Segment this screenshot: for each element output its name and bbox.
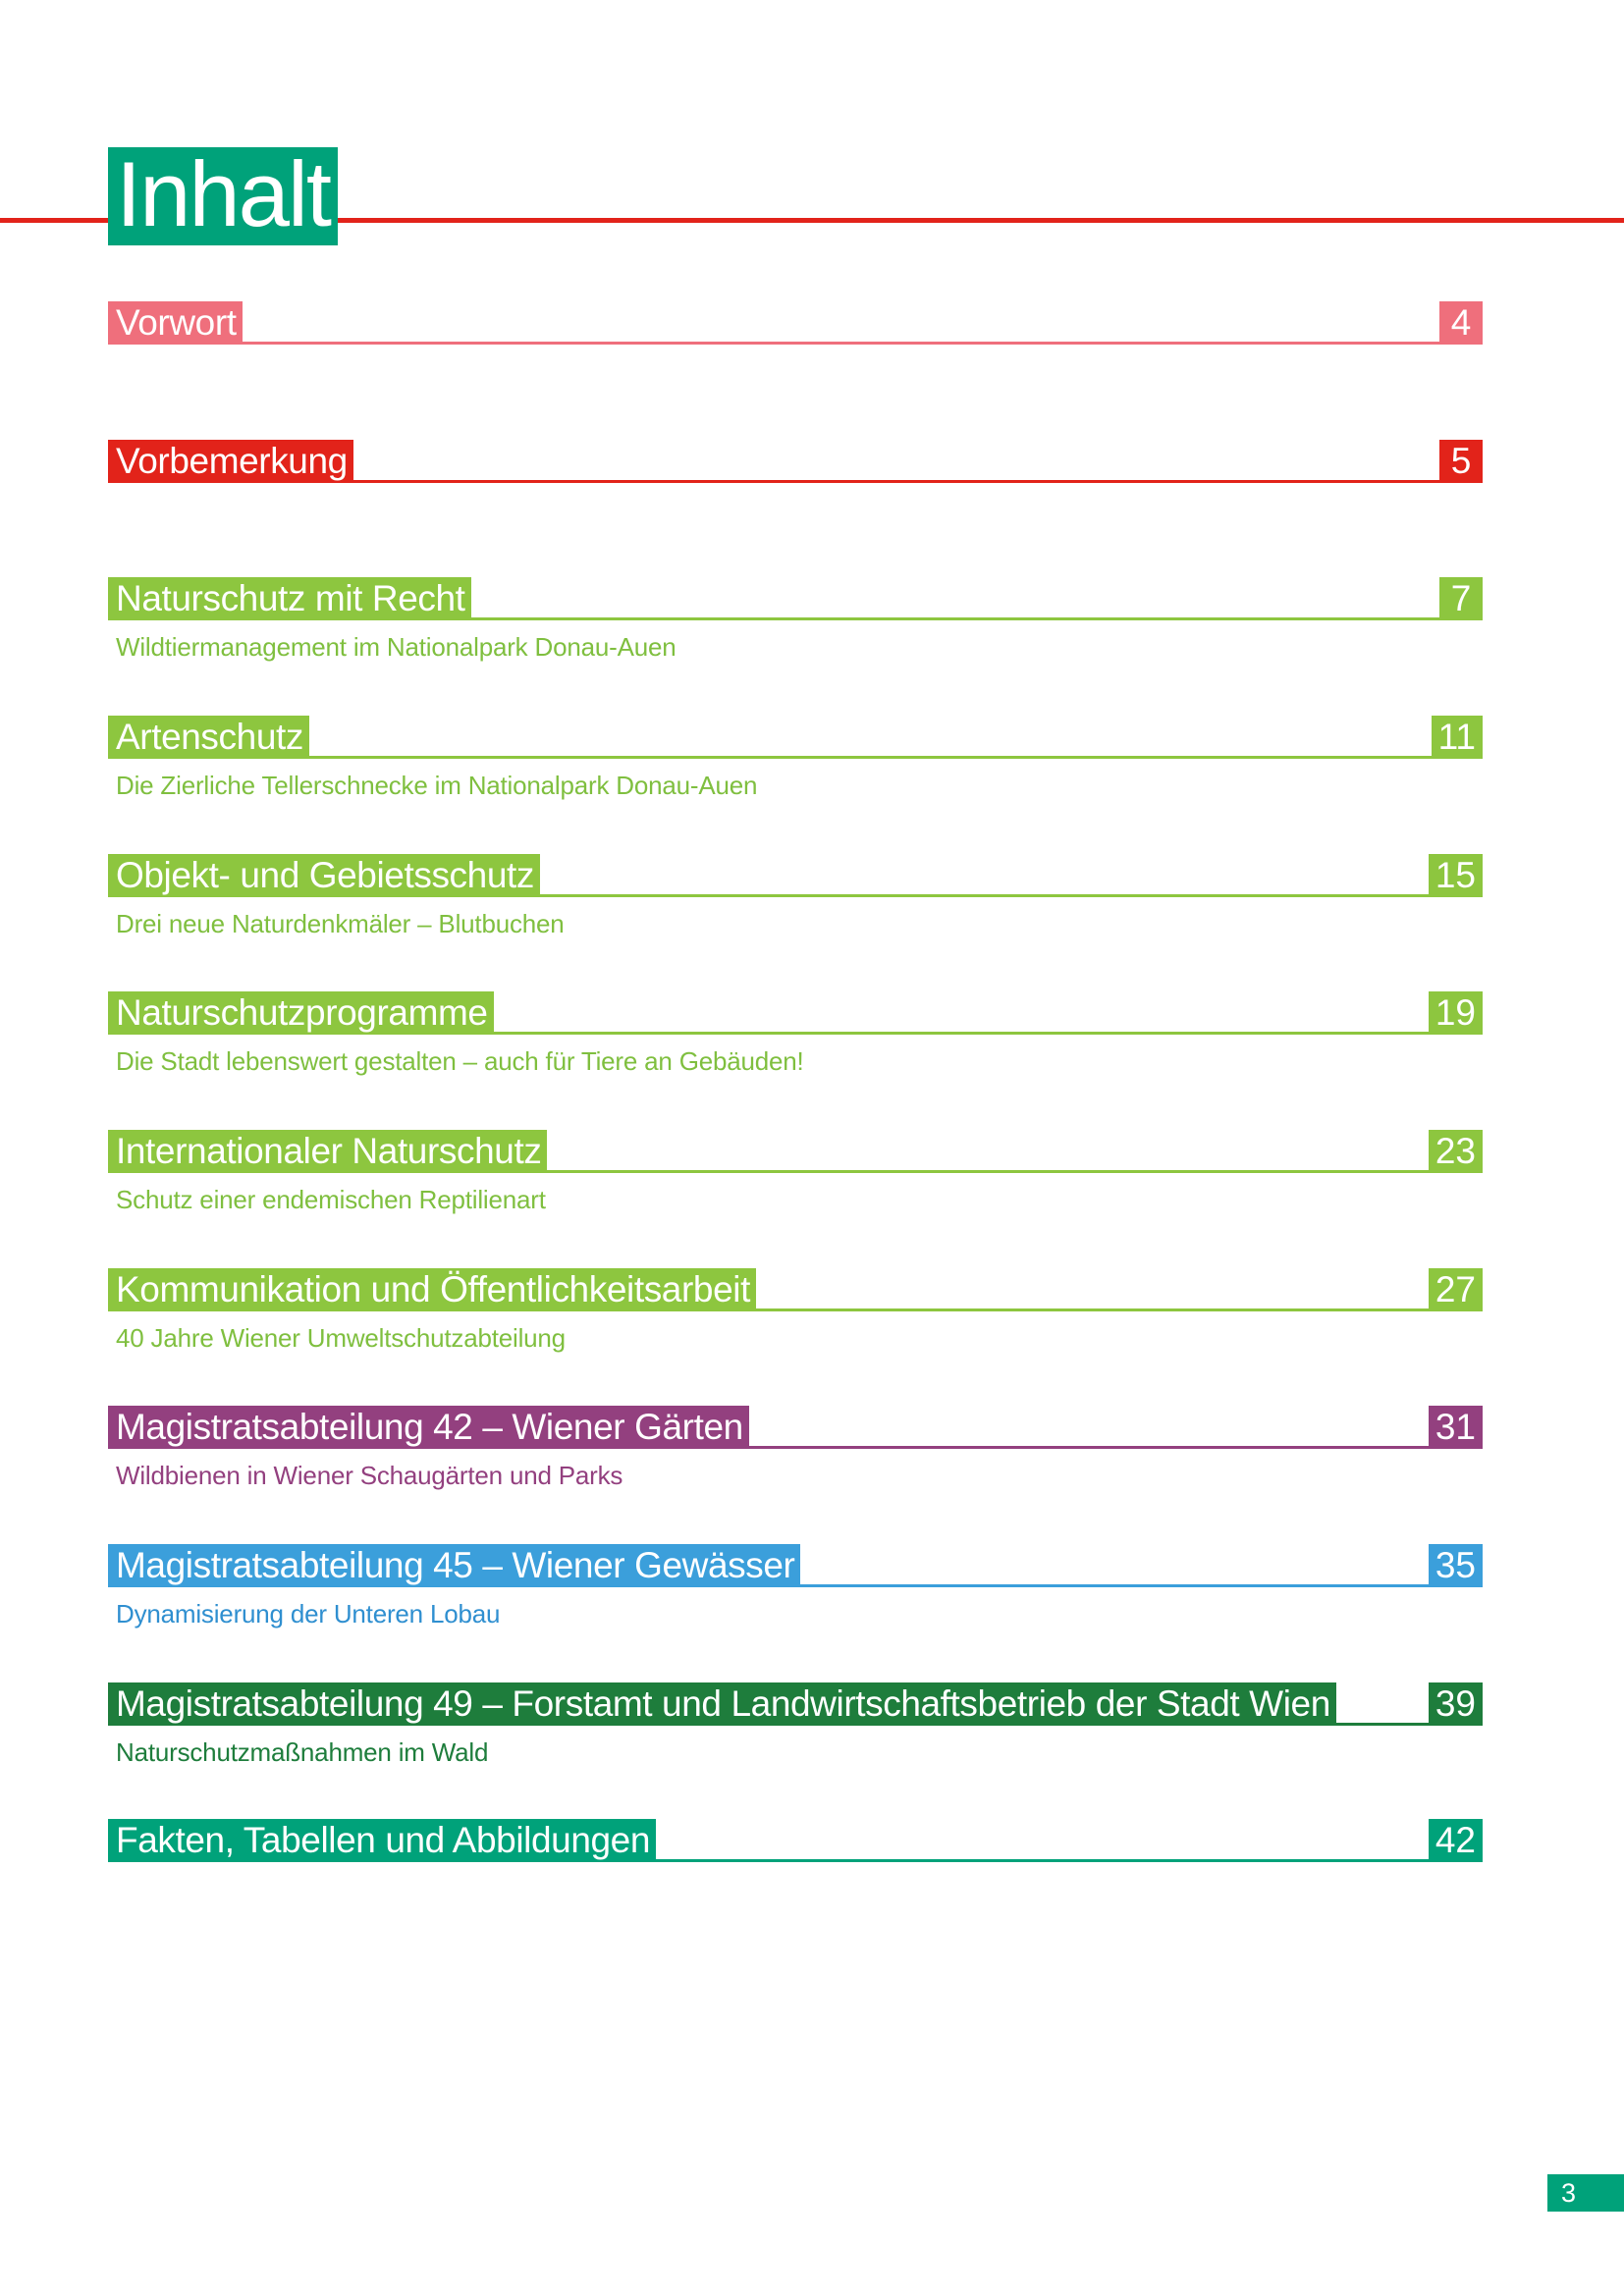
toc-entry-page[interactable]: 31	[1428, 1406, 1483, 1449]
toc-entry[interactable]: Magistratsabteilung 45 – Wiener Gewässer…	[108, 1544, 1483, 1662]
toc-entry-subtitle: Wildbienen in Wiener Schaugärten und Par…	[116, 1461, 623, 1490]
toc-entry-subtitle: 40 Jahre Wiener Umweltschutzabteilung	[116, 1323, 566, 1353]
toc-entry-page[interactable]: 7	[1439, 577, 1483, 620]
toc-entry-label[interactable]: Internationaler Naturschutz	[108, 1130, 548, 1173]
toc-entry-page[interactable]: 4	[1439, 301, 1483, 345]
toc-entry[interactable]: Objekt- und Gebietsschutz 15 Drei neue Nat…	[108, 854, 1483, 972]
toc-entry-rule	[108, 1170, 1483, 1173]
toc-entry-page[interactable]: 39	[1428, 1682, 1483, 1726]
toc-entry-rule	[108, 1032, 1483, 1035]
toc-entry-label[interactable]: Naturschutz mit Recht	[108, 577, 471, 620]
toc-entry[interactable]: Internationaler Naturschutz 23 Schutz eine…	[108, 1130, 1483, 1248]
page-title: Inhalt	[108, 147, 338, 245]
toc-entry-rule	[108, 617, 1483, 620]
toc-entry[interactable]: Fakten, Tabellen und Abbildungen 42	[108, 1819, 1483, 1937]
toc-entry-page[interactable]: 42	[1428, 1819, 1483, 1862]
toc-entry[interactable]: Kommunikation und Öffentlichkeitsarbeit 2…	[108, 1268, 1483, 1386]
toc-entry[interactable]: Naturschutzprogramme 19 Die Stadt lebenswe…	[108, 991, 1483, 1109]
toc-entry-rule	[108, 342, 1483, 345]
toc-entry-subtitle: Naturschutzmaßnahmen im Wald	[116, 1737, 489, 1767]
toc-entry-label[interactable]: Vorbemerkung	[108, 440, 353, 483]
toc-entry[interactable]: Magistratsabteilung 42 – Wiener Gärten 31…	[108, 1406, 1483, 1523]
toc-entry[interactable]: Vorwort 4	[108, 301, 1483, 419]
toc-entry-subtitle: Dynamisierung der Unteren Lobau	[116, 1599, 501, 1629]
toc-entry-page[interactable]: 35	[1428, 1544, 1483, 1587]
toc-entry-label[interactable]: Artenschutz	[108, 716, 309, 759]
toc-entry-label[interactable]: Naturschutzprogramme	[108, 991, 494, 1035]
toc-entry-label[interactable]: Magistratsabteilung 45 – Wiener Gewässer	[108, 1544, 801, 1587]
toc-entry-label[interactable]: Magistratsabteilung 49 – Forstamt und La…	[108, 1682, 1336, 1726]
toc-entry[interactable]: Vorbemerkung 5	[108, 440, 1483, 558]
toc-entry-label[interactable]: Magistratsabteilung 42 – Wiener Gärten	[108, 1406, 749, 1449]
toc-entry-page[interactable]: 27	[1428, 1268, 1483, 1311]
toc-entry-page[interactable]: 15	[1428, 854, 1483, 897]
toc-entry[interactable]: Naturschutz mit Recht 7 Wildtiermanagement…	[108, 577, 1483, 695]
toc-entry-page[interactable]: 5	[1439, 440, 1483, 483]
toc-entry-subtitle: Wildtiermanagement im Nationalpark Donau…	[116, 632, 677, 662]
toc-entry-subtitle: Schutz einer endemischen Reptilienart	[116, 1185, 546, 1214]
toc-entry-label[interactable]: Kommunikation und Öffentlichkeitsarbeit	[108, 1268, 756, 1311]
title-rule	[0, 218, 1624, 223]
toc-entry-subtitle: Die Stadt lebenswert gestalten – auch fü…	[116, 1046, 804, 1076]
toc-entry-rule	[108, 1446, 1483, 1449]
toc-entry-rule	[108, 1859, 1483, 1862]
toc-entry-label[interactable]: Objekt- und Gebietsschutz	[108, 854, 540, 897]
toc-entry-label[interactable]: Vorwort	[108, 301, 243, 345]
toc-entry[interactable]: Artenschutz 11 Die Zierliche Tellerschneck…	[108, 716, 1483, 833]
toc-entry-rule	[108, 894, 1483, 897]
toc-entry-page[interactable]: 23	[1428, 1130, 1483, 1173]
toc-entry-rule	[108, 756, 1483, 759]
toc-entry-rule	[108, 1308, 1483, 1311]
toc-entry-label[interactable]: Fakten, Tabellen und Abbildungen	[108, 1819, 657, 1862]
toc-entry-page[interactable]: 11	[1431, 716, 1483, 759]
toc-entry-subtitle: Die Zierliche Tellerschnecke im National…	[116, 771, 758, 800]
toc-entry-page[interactable]: 19	[1428, 991, 1483, 1035]
toc-entry[interactable]: Magistratsabteilung 49 – Forstamt und La…	[108, 1682, 1483, 1800]
page-number: 3	[1547, 2174, 1624, 2212]
toc-entry-subtitle: Drei neue Naturdenkmäler – Blutbuchen	[116, 909, 565, 938]
toc-entry-rule	[108, 480, 1483, 483]
